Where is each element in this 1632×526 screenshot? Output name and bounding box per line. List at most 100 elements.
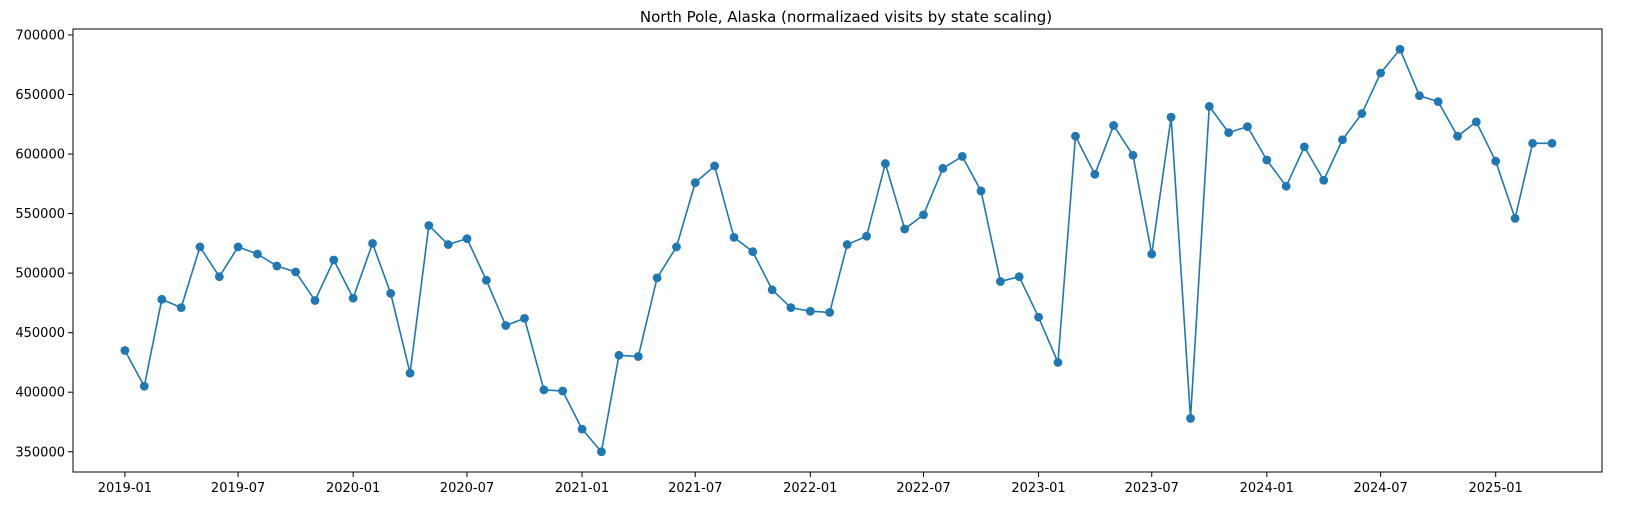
y-tick-label: 350000 bbox=[15, 445, 65, 460]
data-point bbox=[1128, 150, 1138, 160]
x-tick-label: 2024-01 bbox=[1240, 481, 1294, 496]
data-point bbox=[443, 240, 453, 249]
data-point bbox=[214, 272, 224, 282]
data-point bbox=[1147, 249, 1157, 259]
data-point bbox=[462, 234, 472, 243]
data-point bbox=[633, 352, 643, 361]
data-point bbox=[348, 293, 358, 303]
data-point bbox=[1357, 109, 1367, 118]
data-point bbox=[272, 261, 282, 271]
data-point bbox=[880, 159, 890, 168]
data-point bbox=[1109, 121, 1118, 130]
data-point bbox=[900, 224, 910, 234]
data-point bbox=[957, 152, 967, 161]
x-tick-label: 2021-01 bbox=[555, 481, 609, 496]
series-line bbox=[124, 48, 1552, 453]
y-tick-label: 600000 bbox=[15, 148, 65, 163]
data-point bbox=[481, 275, 491, 285]
data-point bbox=[1014, 272, 1024, 282]
data-point bbox=[291, 267, 301, 277]
x-tick-label: 2024-07 bbox=[1353, 481, 1407, 496]
data-point bbox=[862, 231, 871, 241]
data-point bbox=[652, 273, 662, 283]
data-point bbox=[919, 210, 928, 220]
data-point bbox=[1547, 138, 1557, 148]
series-layer bbox=[120, 44, 1557, 457]
data-point bbox=[368, 238, 377, 248]
data-point bbox=[938, 163, 948, 173]
data-point bbox=[120, 346, 130, 355]
x-tick-label: 2020-01 bbox=[326, 481, 380, 496]
data-point bbox=[310, 296, 320, 305]
x-tick-label: 2023-07 bbox=[1125, 481, 1179, 496]
data-point bbox=[558, 386, 568, 396]
x-tick-label: 2023-01 bbox=[1011, 481, 1065, 496]
data-point bbox=[1243, 122, 1252, 132]
data-point bbox=[1262, 155, 1272, 165]
y-axis: 350000 400000 450000 500000 550000 600000 6500… bbox=[15, 28, 73, 460]
data-point bbox=[253, 249, 262, 259]
data-point bbox=[786, 303, 796, 313]
data-point bbox=[996, 277, 1005, 286]
data-point bbox=[1281, 181, 1291, 191]
data-point bbox=[424, 221, 434, 230]
data-point bbox=[539, 385, 549, 395]
data-point bbox=[157, 294, 167, 304]
data-point bbox=[1510, 213, 1520, 223]
data-point bbox=[1338, 135, 1347, 145]
data-point bbox=[767, 285, 777, 295]
data-point bbox=[405, 368, 415, 378]
data-point bbox=[1319, 175, 1329, 185]
data-point bbox=[1204, 102, 1214, 111]
data-point bbox=[1415, 91, 1424, 101]
data-point bbox=[1395, 44, 1405, 54]
data-point bbox=[672, 242, 681, 252]
data-point bbox=[1471, 117, 1481, 127]
data-point bbox=[690, 178, 700, 188]
data-point bbox=[1528, 138, 1537, 148]
data-point bbox=[1376, 68, 1386, 78]
data-point bbox=[614, 350, 624, 360]
data-point bbox=[520, 313, 529, 323]
data-point bbox=[233, 242, 243, 252]
data-point bbox=[748, 247, 758, 257]
data-point bbox=[195, 242, 205, 252]
data-point bbox=[577, 424, 587, 434]
data-point bbox=[139, 381, 149, 391]
data-point bbox=[1090, 169, 1100, 179]
x-tick-label: 2021-07 bbox=[668, 481, 722, 496]
data-point bbox=[825, 308, 835, 317]
data-point bbox=[1071, 131, 1080, 141]
data-point bbox=[1453, 131, 1462, 141]
x-tick-label: 2019-07 bbox=[211, 481, 265, 496]
data-point bbox=[1224, 128, 1234, 138]
data-point bbox=[976, 186, 986, 196]
x-axis: 2019-01 2019-07 2020-01 2020-07 2021-01 2021-… bbox=[98, 472, 1523, 496]
data-point bbox=[1053, 358, 1063, 367]
plot-frame bbox=[72, 28, 1603, 473]
chart-title: North Pole, Alaska (normalizaed visits b… bbox=[640, 8, 1052, 26]
y-tick-label: 650000 bbox=[15, 88, 65, 103]
y-tick-label: 700000 bbox=[15, 28, 65, 43]
data-point bbox=[805, 306, 815, 316]
data-point bbox=[710, 161, 720, 171]
y-tick-label: 550000 bbox=[15, 207, 65, 222]
y-tick-label: 500000 bbox=[15, 267, 65, 282]
data-point bbox=[501, 321, 511, 330]
data-point bbox=[1433, 97, 1443, 107]
y-tick-label: 450000 bbox=[15, 326, 65, 341]
data-point bbox=[842, 240, 852, 249]
data-point bbox=[1491, 156, 1501, 166]
data-point bbox=[1299, 142, 1309, 152]
y-tick-label: 400000 bbox=[15, 386, 65, 401]
data-point bbox=[1034, 312, 1043, 322]
data-point bbox=[729, 233, 739, 242]
data-point bbox=[1166, 112, 1176, 122]
data-point bbox=[176, 303, 186, 313]
x-tick-label: 2020-07 bbox=[440, 481, 494, 496]
data-point bbox=[597, 447, 606, 457]
x-tick-label: 2022-01 bbox=[783, 481, 837, 496]
data-point bbox=[386, 288, 396, 298]
data-point bbox=[329, 255, 339, 265]
